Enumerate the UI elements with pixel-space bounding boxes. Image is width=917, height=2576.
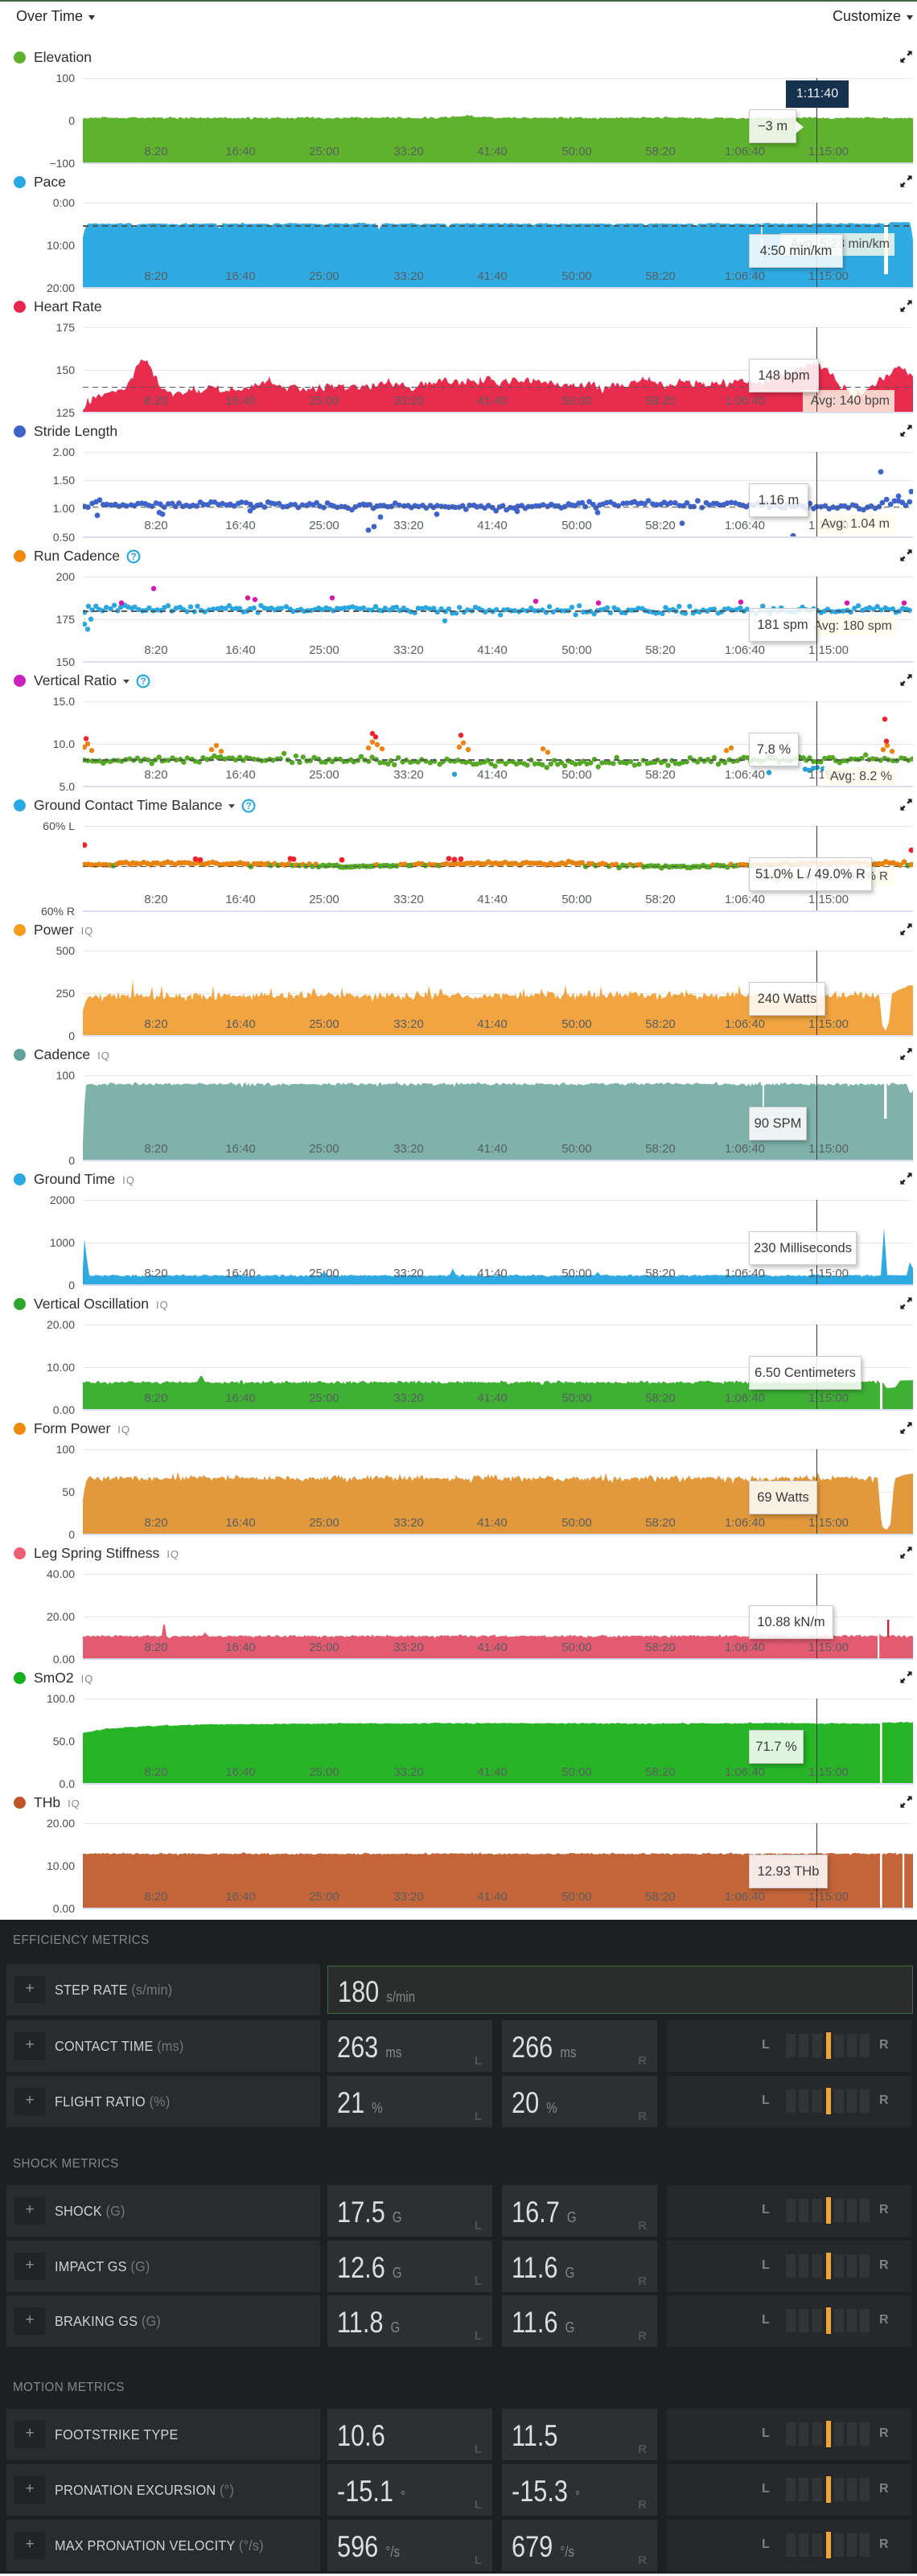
svg-text:?: ?: [140, 676, 146, 687]
svg-text:?: ?: [246, 800, 252, 811]
svg-text:?: ?: [130, 551, 136, 562]
